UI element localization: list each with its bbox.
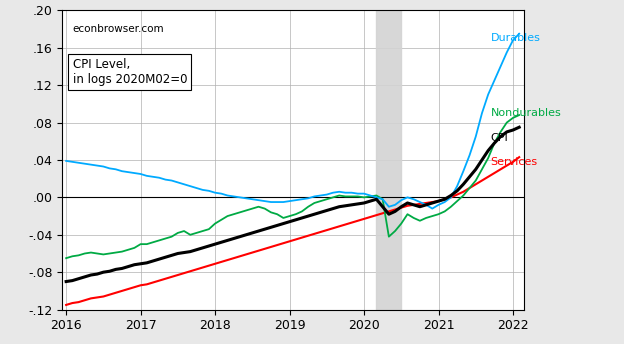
Text: Services: Services [490,157,538,167]
Text: econbrowser.com: econbrowser.com [72,24,164,34]
Text: Durables: Durables [490,33,540,43]
Bar [376,10,401,310]
Text: Nondurables: Nondurables [490,108,562,118]
Text: CPI Level,
in logs 2020M02=0: CPI Level, in logs 2020M02=0 [72,58,187,86]
Text: CPI: CPI [490,133,509,143]
